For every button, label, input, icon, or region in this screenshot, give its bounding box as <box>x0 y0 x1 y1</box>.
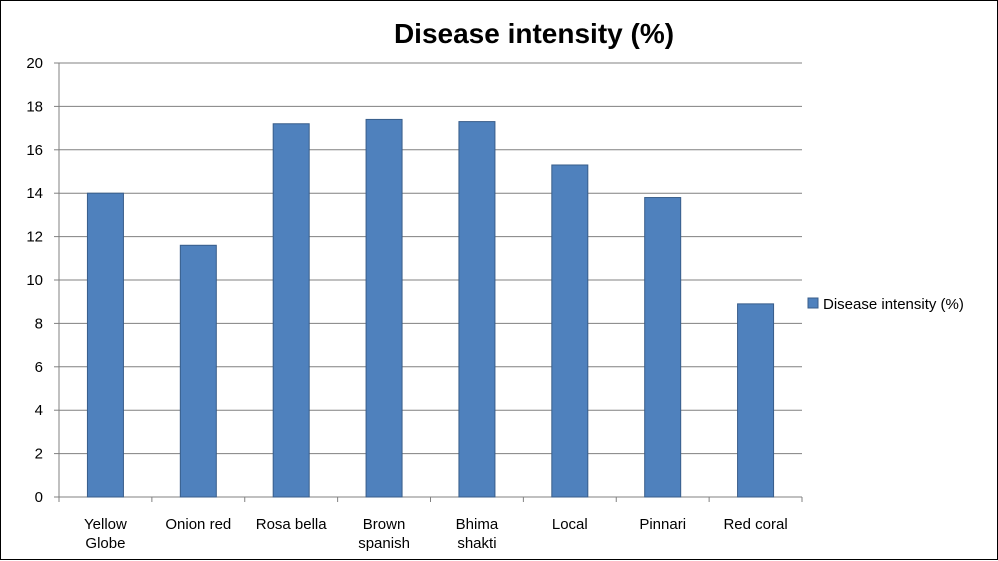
x-category-label: Red coral <box>723 516 787 533</box>
y-tick-label: 8 <box>35 315 43 332</box>
y-tick-label: 0 <box>35 489 43 506</box>
axes <box>54 62 803 502</box>
x-category-label: Yellow <box>84 516 127 533</box>
x-category-label: Bhima <box>456 516 499 533</box>
x-category-label: Brown <box>363 516 406 533</box>
y-axis-ticks: 0 2 4 6 8 10 12 14 16 18 20 <box>26 55 43 506</box>
bars <box>86 118 775 498</box>
y-tick-label: 2 <box>35 446 43 463</box>
y-tick-label: 16 <box>26 142 43 159</box>
legend-label: Disease intensity (%) <box>823 296 964 313</box>
x-category-label: Local <box>552 516 588 533</box>
y-tick-label: 20 <box>26 55 43 72</box>
x-category-label: Rosa bella <box>256 516 328 533</box>
bar <box>458 121 496 498</box>
x-axis-categories: Yellow Globe Onion red Rosa bella Brown spani… <box>84 516 788 552</box>
bar <box>737 303 775 498</box>
x-category-label: Onion red <box>165 516 231 533</box>
y-tick-label: 18 <box>26 98 43 115</box>
bar <box>179 244 217 498</box>
x-category-label: Pinnari <box>639 516 686 533</box>
grid-lines <box>59 62 802 455</box>
x-category-label: spanish <box>358 535 410 552</box>
bar <box>86 192 124 498</box>
y-tick-label: 12 <box>26 229 43 246</box>
bar <box>551 164 589 498</box>
x-category-label: Globe <box>85 535 125 552</box>
legend-swatch <box>807 297 819 309</box>
x-category-label: shakti <box>457 535 496 552</box>
y-tick-label: 6 <box>35 359 43 376</box>
y-tick-label: 4 <box>35 402 43 419</box>
chart-title: Disease intensity (%) <box>394 18 674 49</box>
y-tick-label: 10 <box>26 272 43 289</box>
bar <box>644 197 682 498</box>
bar <box>272 123 310 498</box>
legend: Disease intensity (%) <box>807 296 964 313</box>
y-tick-label: 14 <box>26 185 43 202</box>
bar <box>365 118 403 498</box>
